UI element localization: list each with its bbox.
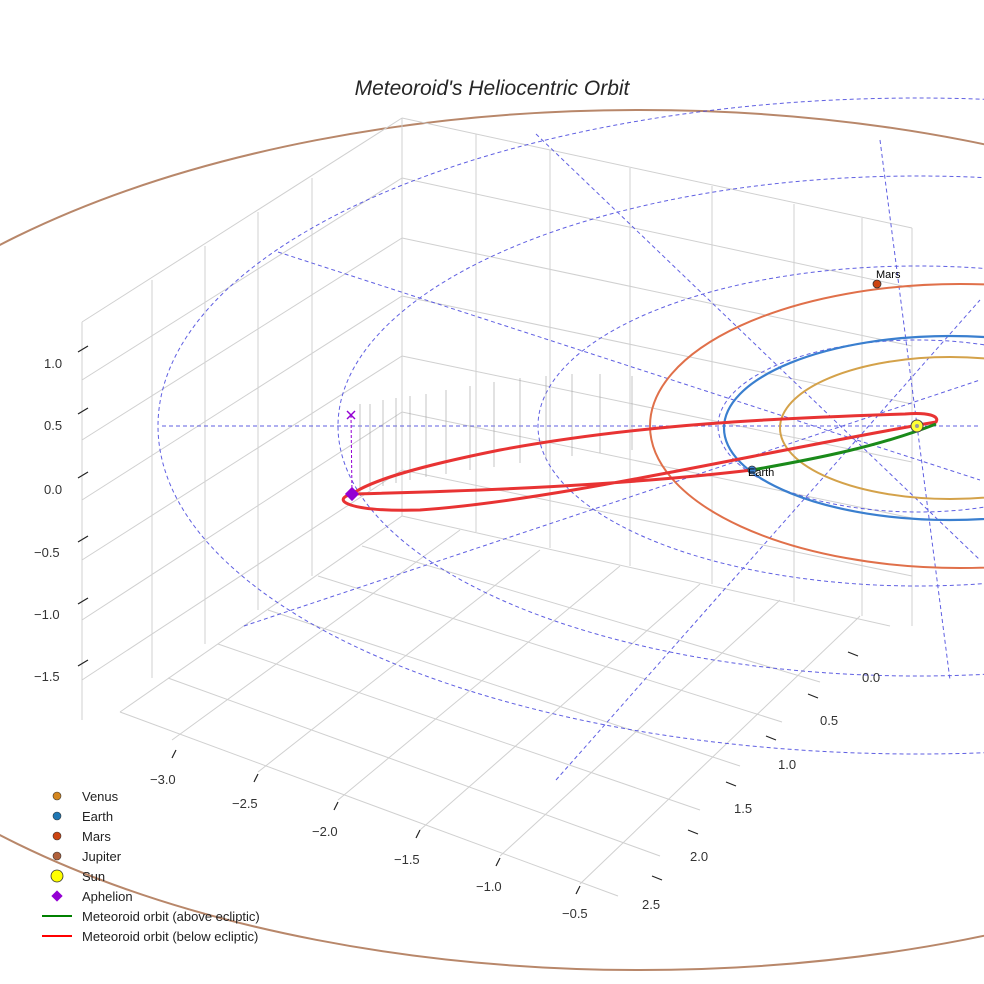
legend-item-orbit-above: Meteoroid orbit (above ecliptic) (38, 906, 260, 926)
sun-core (915, 424, 919, 428)
x-tick-label: −0.5 (562, 906, 588, 921)
legend-label: Meteoroid orbit (below ecliptic) (82, 928, 259, 944)
legend-label: Sun (82, 868, 106, 884)
x-tick-label: −3.0 (150, 772, 176, 787)
aphelion-projection-icon (346, 410, 356, 420)
venus-orbit (779, 356, 984, 500)
y-tick-label: 2.0 (690, 849, 708, 864)
z-tick-label: 1.0 (44, 356, 62, 371)
legend-label: Earth (82, 808, 114, 824)
meteoroid-orbit-below (341, 412, 939, 512)
y-tick-label: 1.5 (734, 801, 752, 816)
earth-legend-dot (52, 811, 62, 821)
legend-item-sun: Sun (38, 866, 260, 886)
chart-title: Meteoroid's Heliocentric Orbit (355, 77, 631, 100)
y-axis (651, 651, 859, 881)
x-tick-label: −2.0 (312, 824, 338, 839)
y-tick-label: 0.5 (820, 713, 838, 728)
legend-label: Meteoroid orbit (above ecliptic) (82, 908, 260, 924)
legend: Venus Earth Mars Jupiter Sun Aphelion (38, 786, 260, 946)
z-tick-label: −0.5 (34, 545, 60, 560)
aphelion-drop-line (350, 414, 353, 495)
legend-item-venus: Venus (38, 786, 260, 806)
circle-icon (38, 846, 76, 866)
earth-marker (747, 465, 757, 475)
legend-label: Jupiter (82, 848, 122, 864)
legend-item-jupiter: Jupiter (38, 846, 260, 866)
line-icon (38, 926, 76, 946)
z-tick-label: 0.5 (44, 418, 62, 433)
circle-icon (38, 806, 76, 826)
z-axis (77, 345, 89, 667)
aphelion-legend-diamond (51, 890, 63, 902)
circle-icon (38, 826, 76, 846)
legend-item-aphelion: Aphelion (38, 886, 260, 906)
legend-item-mars: Mars (38, 826, 260, 846)
drop-lines (359, 374, 633, 492)
line-icon (38, 906, 76, 926)
ecliptic-grid (157, 97, 984, 781)
mars-legend-dot (52, 831, 62, 841)
jupiter-legend-dot (52, 851, 62, 861)
earth-orbit (722, 334, 984, 522)
earth-label: Earth (748, 467, 774, 479)
legend-label: Aphelion (82, 888, 133, 904)
sun-legend-dot (50, 869, 64, 883)
circle-icon (38, 786, 76, 806)
x-tick-label: −2.5 (232, 796, 258, 811)
mars-marker (872, 279, 882, 289)
diamond-icon (38, 886, 76, 906)
legend-item-earth: Earth (38, 806, 260, 826)
aphelion-marker (344, 486, 360, 502)
x-axis (171, 749, 581, 895)
venus-legend-dot (52, 791, 62, 801)
y-tick-label: 1.0 (778, 757, 796, 772)
grid-lines (81, 117, 913, 897)
mars-label: Mars (876, 269, 901, 281)
z-tick-label: 0.0 (44, 482, 62, 497)
legend-label: Mars (82, 828, 111, 844)
x-tick-label: −1.0 (476, 879, 502, 894)
legend-label: Venus (82, 788, 119, 804)
y-tick-label: 2.5 (642, 897, 660, 912)
legend-item-orbit-below: Meteoroid orbit (below ecliptic) (38, 926, 260, 946)
sun-icon (38, 866, 76, 886)
y-tick-label: 0.0 (862, 670, 880, 685)
jupiter-orbit (0, 109, 984, 971)
x-tick-label: −1.5 (394, 852, 420, 867)
mars-orbit (649, 283, 984, 569)
z-tick-label: −1.5 (34, 669, 60, 684)
z-tick-label: −1.0 (34, 607, 60, 622)
